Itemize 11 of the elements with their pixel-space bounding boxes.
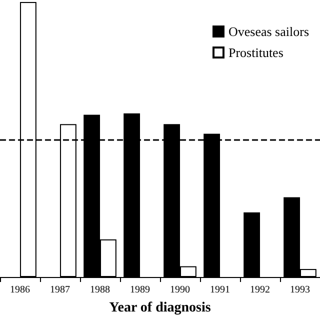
- x-tick-label: 1992: [250, 284, 270, 296]
- x-tick-label: 1991: [210, 284, 230, 296]
- x-tick-label: 1988: [90, 284, 110, 296]
- x-tick-label: 1993: [290, 284, 310, 296]
- x-tick-label: 1990: [170, 284, 190, 296]
- legend-label: Prostitutes: [228, 45, 284, 60]
- x-tick-label: 1987: [50, 284, 70, 296]
- x-axis-title: Year of diagnosis: [109, 300, 212, 316]
- legend-label: Oveseas sailors: [228, 24, 310, 39]
- x-tick-label: 1989: [130, 284, 150, 296]
- x-tick-label: 1986: [10, 284, 30, 296]
